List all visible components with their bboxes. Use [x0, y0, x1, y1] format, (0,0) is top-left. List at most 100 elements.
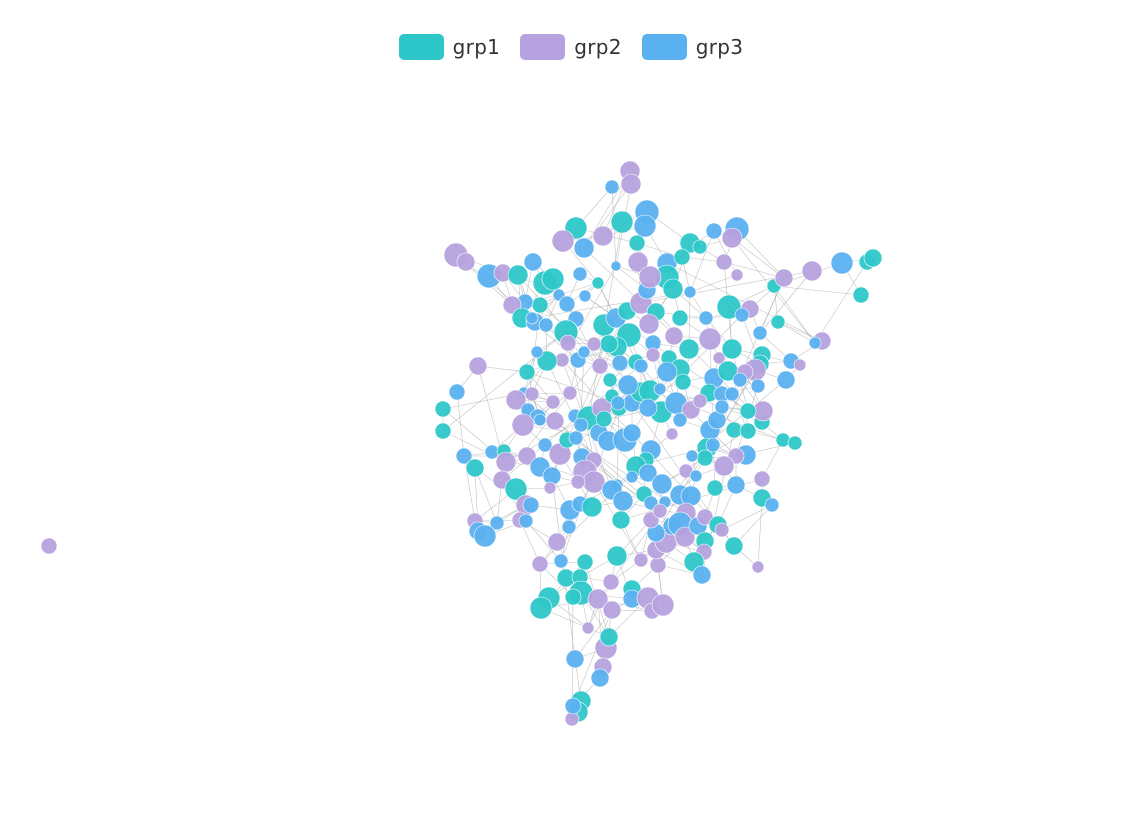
graph-node-grp2[interactable] — [543, 481, 557, 495]
graph-node-grp1[interactable] — [541, 267, 565, 291]
graph-node-grp1[interactable] — [673, 248, 691, 266]
graph-node-grp3[interactable] — [537, 437, 553, 453]
graph-node-grp1[interactable] — [628, 234, 646, 252]
graph-node-grp3[interactable] — [565, 649, 585, 669]
graph-node-grp3[interactable] — [692, 565, 712, 585]
graph-node-grp3[interactable] — [518, 513, 534, 529]
graph-node-grp2[interactable] — [620, 173, 642, 195]
graph-node-grp3[interactable] — [577, 345, 591, 359]
graph-node-grp2[interactable] — [714, 522, 730, 538]
graph-node-grp3[interactable] — [656, 361, 678, 383]
graph-node-grp1[interactable] — [564, 588, 582, 606]
graph-node-grp3[interactable] — [724, 386, 740, 402]
graph-node-grp2[interactable] — [638, 313, 660, 335]
graph-node-grp2[interactable] — [468, 356, 488, 376]
graph-node-grp3[interactable] — [578, 289, 592, 303]
legend-item-grp3[interactable]: grp3 — [641, 34, 744, 60]
graph-node-grp3[interactable] — [752, 325, 768, 341]
graph-node-grp1[interactable] — [787, 435, 803, 451]
graph-node-grp2[interactable] — [721, 227, 743, 249]
graph-node-grp3[interactable] — [573, 417, 589, 433]
graph-node-grp3[interactable] — [714, 399, 730, 415]
graph-node-grp3[interactable] — [830, 251, 854, 275]
graph-node-grp3[interactable] — [473, 524, 497, 548]
graph-node-grp3[interactable] — [568, 430, 584, 446]
graph-node-grp3[interactable] — [776, 370, 796, 390]
graph-node-grp1[interactable] — [721, 338, 743, 360]
graph-node-grp2[interactable] — [712, 351, 726, 365]
graph-node-grp2[interactable] — [651, 593, 675, 617]
graph-node-grp2[interactable] — [602, 600, 622, 620]
graph-node-grp3[interactable] — [732, 372, 748, 388]
graph-node-grp3[interactable] — [633, 214, 657, 238]
graph-node-grp2[interactable] — [505, 389, 527, 411]
graph-node-grp2[interactable] — [587, 588, 609, 610]
graph-node-grp2[interactable] — [551, 229, 575, 253]
graph-node-grp2[interactable] — [511, 413, 535, 437]
graph-node-grp2[interactable] — [698, 327, 722, 351]
graph-node-grp1[interactable] — [739, 422, 757, 440]
graph-node-grp3[interactable] — [808, 336, 822, 350]
graph-node-grp1[interactable] — [671, 309, 689, 327]
graph-node-grp1[interactable] — [852, 286, 870, 304]
graph-node-grp2[interactable] — [591, 357, 609, 375]
graph-node-grp1[interactable] — [662, 278, 684, 300]
graph-node-grp3[interactable] — [522, 496, 540, 514]
graph-node-grp2[interactable] — [696, 508, 714, 526]
graph-node-grp1[interactable] — [674, 373, 692, 391]
graph-node-grp2[interactable] — [730, 268, 744, 282]
graph-node-grp3[interactable] — [622, 423, 642, 443]
graph-node-grp1[interactable] — [739, 402, 757, 420]
graph-node-grp3[interactable] — [726, 475, 746, 495]
graph-node-grp1[interactable] — [706, 479, 724, 497]
graph-node-grp1[interactable] — [536, 350, 558, 372]
graph-node-grp3[interactable] — [705, 222, 723, 240]
graph-node-grp2[interactable] — [570, 474, 586, 490]
graph-node-grp2[interactable] — [545, 394, 561, 410]
graph-node-grp2[interactable] — [495, 451, 517, 473]
graph-node-grp2[interactable] — [692, 393, 708, 409]
graph-node-grp1[interactable] — [518, 363, 536, 381]
graph-node-grp1[interactable] — [465, 458, 485, 478]
graph-node-grp1[interactable] — [692, 239, 708, 255]
graph-node-grp3[interactable] — [533, 413, 547, 427]
graph-node-grp1[interactable] — [599, 627, 619, 647]
graph-node-grp2[interactable] — [40, 537, 58, 555]
graph-node-grp1[interactable] — [611, 510, 631, 530]
graph-node-grp3[interactable] — [538, 317, 554, 333]
graph-node-grp3[interactable] — [685, 449, 699, 463]
graph-node-grp1[interactable] — [724, 536, 744, 556]
graph-node-grp1[interactable] — [504, 477, 528, 501]
graph-node-grp3[interactable] — [764, 497, 780, 513]
graph-node-grp1[interactable] — [725, 421, 743, 439]
graph-node-grp3[interactable] — [564, 697, 582, 715]
graph-node-grp3[interactable] — [625, 470, 639, 484]
graph-node-grp3[interactable] — [455, 447, 473, 465]
graph-node-grp2[interactable] — [713, 455, 735, 477]
graph-node-grp3[interactable] — [638, 463, 658, 483]
graph-node-grp3[interactable] — [612, 490, 634, 512]
graph-node-grp3[interactable] — [610, 395, 626, 411]
graph-node-grp2[interactable] — [751, 560, 765, 574]
graph-node-grp1[interactable] — [576, 553, 594, 571]
graph-node-grp1[interactable] — [434, 422, 452, 440]
graph-node-grp1[interactable] — [602, 372, 618, 388]
graph-node-grp3[interactable] — [604, 179, 620, 195]
graph-node-grp3[interactable] — [638, 398, 658, 418]
graph-node-grp2[interactable] — [664, 326, 684, 346]
graph-node-grp3[interactable] — [525, 311, 539, 325]
graph-node-grp1[interactable] — [507, 264, 529, 286]
graph-node-grp3[interactable] — [558, 295, 576, 313]
graph-node-grp3[interactable] — [448, 383, 466, 401]
graph-node-grp2[interactable] — [456, 252, 476, 272]
graph-node-grp2[interactable] — [753, 470, 771, 488]
graph-node-grp3[interactable] — [698, 310, 714, 326]
graph-node-grp2[interactable] — [602, 573, 620, 591]
graph-node-grp3[interactable] — [610, 260, 622, 272]
graph-node-grp2[interactable] — [545, 411, 565, 431]
graph-node-grp1[interactable] — [581, 496, 603, 518]
graph-node-grp2[interactable] — [801, 260, 823, 282]
graph-node-grp1[interactable] — [434, 400, 452, 418]
graph-node-grp2[interactable] — [531, 555, 549, 573]
graph-node-grp1[interactable] — [696, 449, 714, 467]
